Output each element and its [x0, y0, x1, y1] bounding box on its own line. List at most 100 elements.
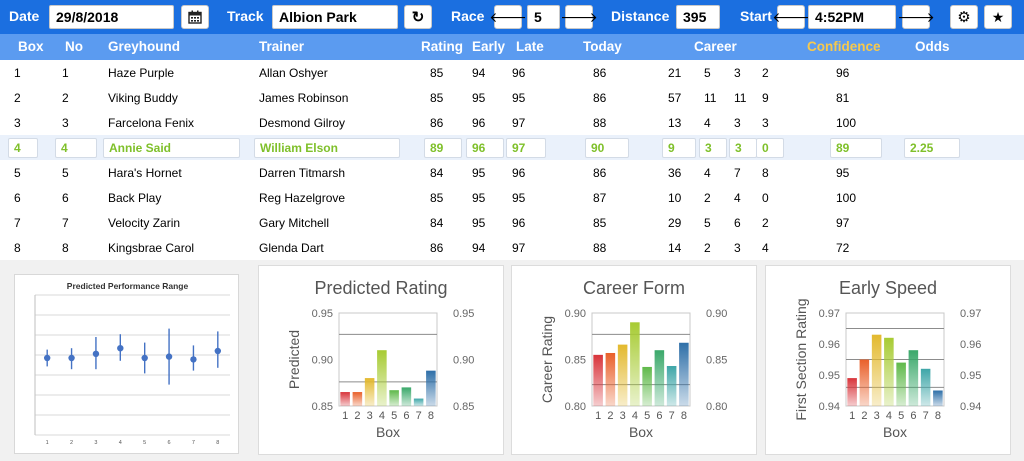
start-time-input[interactable]: 4:52PM	[808, 5, 896, 29]
cell-today: 88	[593, 241, 607, 255]
bar	[642, 366, 652, 406]
x-tick-label: 7	[923, 410, 929, 422]
y-tick-label-right: 0.85	[453, 401, 474, 413]
star-icon: ★	[991, 8, 1005, 25]
data-point	[165, 353, 173, 360]
cell-late: 96	[512, 216, 526, 230]
cell-c2: 11	[704, 91, 717, 105]
col-odds[interactable]: Odds	[915, 39, 950, 54]
bar	[666, 366, 677, 406]
cell-confidence: 100	[836, 191, 857, 205]
col-career[interactable]: Career	[694, 39, 737, 54]
cell-no: 5	[62, 166, 69, 180]
col-early[interactable]: Early	[472, 39, 506, 54]
cell-c1: 9	[662, 138, 696, 158]
cell-box: 4	[8, 138, 38, 158]
x-tick-label: 7	[669, 410, 675, 422]
table-row[interactable]: 4 4 Annie Said William Elson 89 96 97 90 9 3 3 0 89 2…	[0, 135, 1024, 160]
cell-dog: Farcelona Fenix	[108, 116, 195, 130]
table-row[interactable]: 2 2 Viking Buddy James Robinson 85 95 95 86 57 11…	[0, 85, 1024, 110]
bar	[630, 322, 640, 406]
x-tick-label: 7	[416, 410, 422, 422]
cell-c3: 3	[734, 241, 741, 255]
data-point	[43, 354, 51, 362]
race-input[interactable]: 5	[527, 5, 560, 29]
y-tick-label: 0.85	[565, 355, 586, 367]
race-prev-button[interactable]: 🡐	[489, 5, 527, 29]
col-box[interactable]: Box	[18, 39, 44, 54]
bar	[847, 378, 857, 406]
career-form-chart: Career Form 1 2 3 4 5 6 7 8 0.90 0.90 0.85 0.85 0.80 0…	[539, 278, 727, 440]
table-row[interactable]: 5 5 Hara's Hornet Darren Titmarsh 84 95 96 86 36…	[0, 160, 1024, 185]
col-confidence[interactable]: Confidence	[807, 39, 881, 54]
table-row[interactable]: 6 6 Back Play Reg Hazelgrove 85 95 95 87 10 2 4 0 10…	[0, 185, 1024, 210]
cell-c2: 4	[704, 116, 711, 130]
cell-no: 2	[62, 91, 69, 105]
table-row[interactable]: 3 3 Farcelona Fenix Desmond Gilroy 86 96 97 88 1…	[0, 110, 1024, 135]
y-tick-label: 0.96	[819, 339, 840, 351]
settings-button[interactable]: ⚙	[950, 5, 978, 29]
table-row[interactable]: 7 7 Velocity Zarin Gary Mitchell 84 95 96 85 29 5…	[0, 210, 1024, 235]
date-input[interactable]: 29/8/2018	[49, 5, 174, 29]
bar	[364, 378, 375, 406]
x-tick-label: 5	[143, 440, 146, 446]
start-prev-button[interactable]: 🡐	[772, 5, 810, 29]
col-greyhound[interactable]: Greyhound	[108, 39, 181, 54]
cell-late: 95	[512, 91, 526, 105]
cell-early: 95	[472, 91, 486, 105]
bar	[896, 362, 906, 406]
col-rating[interactable]: Rating	[421, 39, 463, 54]
cell-c3: 3	[734, 66, 741, 80]
cell-c4: 8	[762, 166, 769, 180]
cell-c3: 3	[734, 116, 741, 130]
calendar-icon	[188, 10, 202, 24]
bar	[617, 344, 628, 406]
race-next-button[interactable]: 🡒	[560, 5, 598, 29]
col-late[interactable]: Late	[516, 39, 544, 54]
cell-c2: 2	[704, 191, 711, 205]
start-label: Start	[740, 8, 772, 24]
x-tick-label: 2	[70, 440, 73, 446]
cell-c4: 0	[762, 191, 769, 205]
cell-late: 96	[512, 66, 526, 80]
bar	[377, 350, 387, 406]
favorite-button[interactable]: ★	[984, 5, 1012, 29]
refresh-button[interactable]: ↻	[404, 5, 432, 29]
calendar-button[interactable]	[181, 5, 209, 29]
cell-c3: 7	[734, 166, 741, 180]
cell-box: 8	[14, 241, 21, 255]
bar	[352, 392, 363, 406]
career-form-panel: Career Form 1 2 3 4 5 6 7 8 0.90 0.90 0.85 0.85 0.80 0…	[511, 265, 757, 455]
cell-no: 8	[62, 241, 69, 255]
arrow-left-icon: 🡐	[489, 8, 527, 25]
cell-confidence: 96	[836, 66, 850, 80]
col-no[interactable]: No	[65, 39, 83, 54]
track-label: Track	[227, 8, 264, 24]
cell-today: 90	[585, 138, 629, 158]
track-input[interactable]: Albion Park	[272, 5, 398, 29]
col-trainer[interactable]: Trainer	[259, 39, 305, 54]
table-row[interactable]: 1 1 Haze Purple Allan Oshyer 85 94 96 86 21 5 3 2 96	[0, 60, 1024, 85]
performance-range-plot: 1 2 3 4 5 6 7 8	[34, 294, 230, 446]
y-tick-label: 0.90	[565, 308, 586, 320]
start-next-button[interactable]: 🡒	[897, 5, 935, 29]
y-axis-label: First Section Rating	[793, 298, 809, 420]
cell-c1: 10	[668, 191, 682, 205]
cell-rating: 85	[430, 91, 444, 105]
y-tick-label-right: 0.95	[960, 370, 981, 382]
predicted-rating-chart: Predicted Rating 1 2 3 4 5 6 7 8 0.95 0.95 0.90 0.90…	[286, 278, 474, 440]
cell-c4: 9	[762, 91, 769, 105]
cell-early: 94	[472, 66, 486, 80]
col-today[interactable]: Today	[583, 39, 622, 54]
cell-c4: 3	[762, 116, 769, 130]
table-row[interactable]: 8 8 Kingsbrae Carol Glenda Dart 86 94 97 88 14 2 3…	[0, 235, 1024, 260]
x-axis-label: Box	[376, 424, 400, 440]
distance-input[interactable]: 395	[676, 5, 720, 29]
cell-rating: 86	[430, 241, 444, 255]
top-toolbar: Date 29/8/2018 Track Albion Park ↻ Race …	[0, 0, 1024, 34]
cell-no: 1	[62, 66, 69, 80]
bar	[908, 350, 919, 406]
bar	[679, 342, 689, 406]
table-header: Box No Greyhound Trainer Rating Early La…	[0, 34, 1024, 60]
cell-today: 86	[593, 91, 607, 105]
